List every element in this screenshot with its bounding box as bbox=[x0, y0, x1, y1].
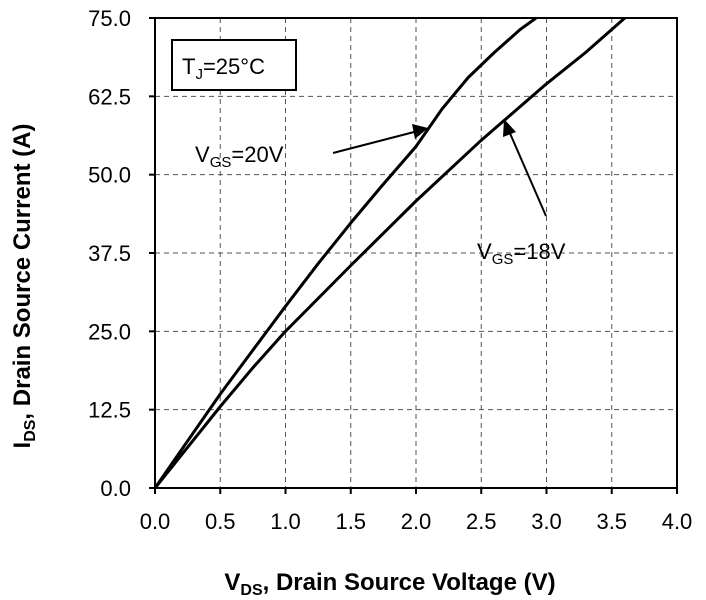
annotation-vgs-18v-arrow bbox=[508, 130, 547, 217]
ticks: 0.0 0.5 1.0 1.5 2.0 2.5 3.0 3.5 4.0 0.0 12.5 25.0 37… bbox=[88, 6, 692, 534]
x-tick-label: 2.0 bbox=[401, 509, 432, 534]
x-tick-label: 2.5 bbox=[466, 509, 497, 534]
condition-box: TJ=25°C bbox=[171, 39, 297, 91]
annotation-vgs-20v-arrowhead bbox=[412, 124, 428, 139]
x-tick-label: 4.0 bbox=[662, 509, 693, 534]
y-tick-label: 75.0 bbox=[88, 6, 131, 31]
annotation-vgs-18v-label: VGS=18V bbox=[477, 239, 566, 268]
y-tick-label: 0.0 bbox=[100, 476, 131, 501]
y-tick-label: 50.0 bbox=[88, 163, 131, 188]
y-axis-title: IDS, Drain Source Current (A) bbox=[9, 124, 39, 449]
annotation-vgs-18v-arrowhead bbox=[503, 119, 516, 137]
x-tick-label: 0.5 bbox=[205, 509, 236, 534]
x-tick-label: 1.0 bbox=[270, 509, 301, 534]
annotation-vgs-20v-arrow bbox=[332, 130, 419, 154]
condition-box-frame bbox=[171, 39, 297, 91]
y-tick-label: 25.0 bbox=[88, 319, 131, 344]
grid bbox=[155, 18, 677, 488]
annotation-vgs-20v: VGS=20V bbox=[195, 124, 428, 171]
x-tick-label: 3.5 bbox=[596, 509, 627, 534]
x-tick-label: 1.5 bbox=[335, 509, 366, 534]
series-layer bbox=[153, 16, 626, 489]
condition-box-label: TJ=25°C bbox=[182, 54, 265, 83]
annotation-vgs-18v: VGS=18V bbox=[477, 119, 566, 268]
y-tick-label: 62.5 bbox=[88, 84, 131, 109]
annotation-vgs-20v-label: VGS=20V bbox=[195, 142, 284, 171]
x-tick-label: 0.0 bbox=[140, 509, 171, 534]
y-tick-label: 37.5 bbox=[88, 241, 131, 266]
y-tick-label: 12.5 bbox=[88, 398, 131, 423]
series-line-vgs-20v bbox=[153, 16, 537, 489]
series-line-vgs-18v bbox=[153, 16, 626, 489]
x-tick-label: 3.0 bbox=[531, 509, 562, 534]
x-axis-title: VDS, Drain Source Voltage (V) bbox=[224, 569, 555, 599]
